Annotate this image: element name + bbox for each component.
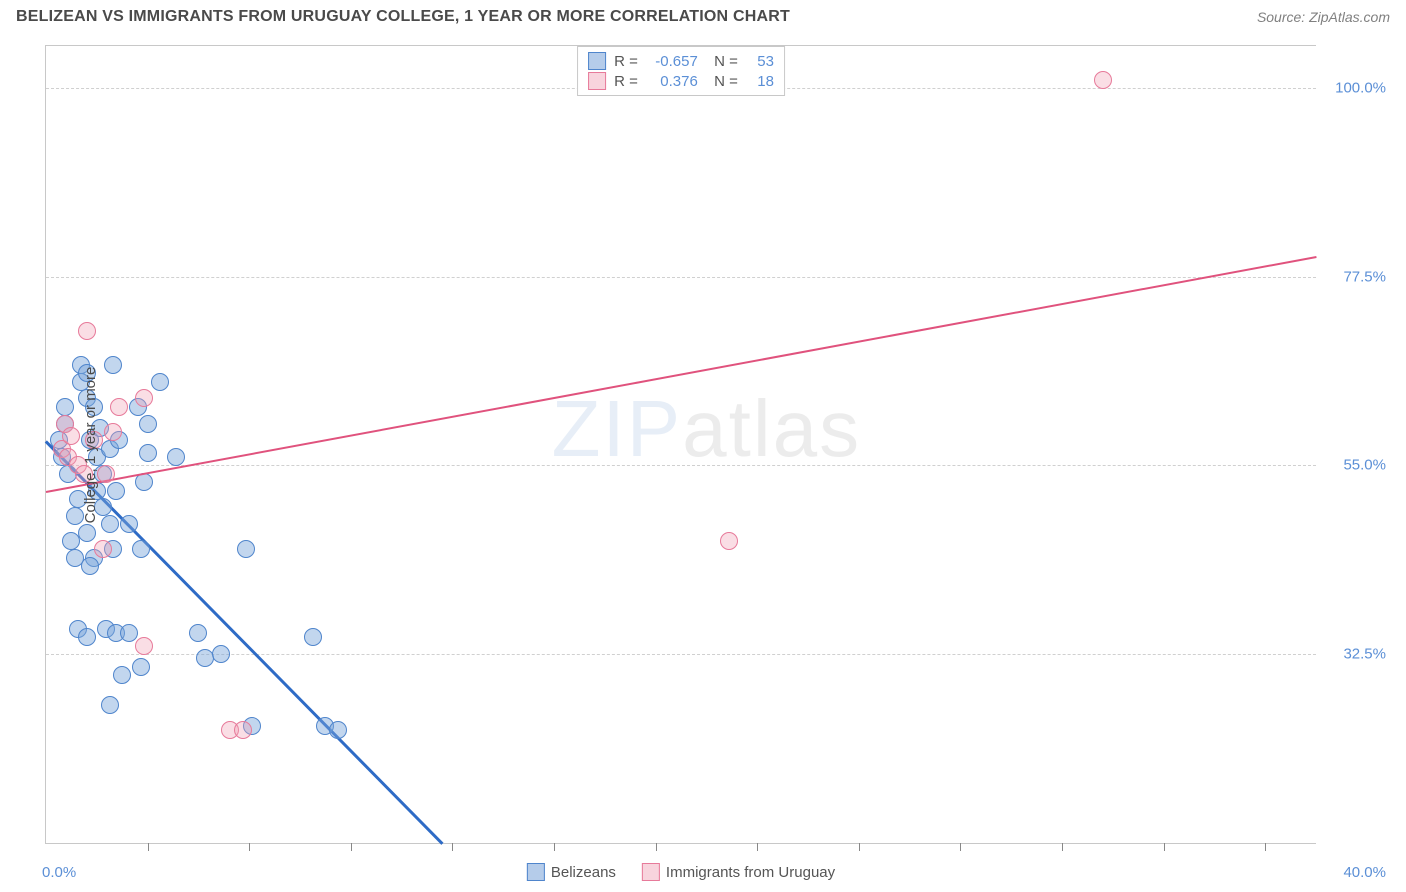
data-point xyxy=(62,427,80,445)
data-point xyxy=(78,322,96,340)
stat-n-value: 53 xyxy=(746,53,774,70)
x-tick xyxy=(148,843,149,851)
chart-source: Source: ZipAtlas.com xyxy=(1257,9,1390,25)
x-axis-min-label: 0.0% xyxy=(42,864,76,881)
data-point xyxy=(237,540,255,558)
gridline xyxy=(46,465,1316,466)
data-point xyxy=(94,540,112,558)
stat-n-value: 18 xyxy=(746,73,774,90)
data-point xyxy=(104,356,122,374)
data-point xyxy=(62,532,80,550)
stat-r-label: R = xyxy=(614,53,638,70)
stat-n-label: N = xyxy=(706,53,738,70)
data-point xyxy=(212,645,230,663)
data-point xyxy=(56,398,74,416)
x-tick xyxy=(554,843,555,851)
data-point xyxy=(304,628,322,646)
data-point xyxy=(132,540,150,558)
stat-r-label: R = xyxy=(614,73,638,90)
data-point xyxy=(104,423,122,441)
data-point xyxy=(81,557,99,575)
data-point xyxy=(78,628,96,646)
data-point xyxy=(189,624,207,642)
watermark-light: atlas xyxy=(682,384,861,473)
x-tick xyxy=(452,843,453,851)
data-point xyxy=(110,398,128,416)
x-tick xyxy=(351,843,352,851)
data-point xyxy=(101,696,119,714)
plot-area: ZIPatlas 32.5%55.0%77.5%100.0% xyxy=(46,46,1316,843)
stat-legend-row: R = -0.657 N = 53 xyxy=(588,51,774,71)
series-legend: Belizeans Immigrants from Uruguay xyxy=(527,863,835,881)
header: BELIZEAN VS IMMIGRANTS FROM URUGUAY COLL… xyxy=(0,0,1406,30)
y-tick-label: 100.0% xyxy=(1326,79,1386,96)
data-point xyxy=(120,515,138,533)
gridline xyxy=(46,277,1316,278)
legend-swatch xyxy=(527,863,545,881)
correlation-legend: R = -0.657 N = 53R = 0.376 N = 18 xyxy=(577,46,785,96)
x-tick xyxy=(1164,843,1165,851)
data-point xyxy=(139,444,157,462)
data-point xyxy=(135,637,153,655)
data-point xyxy=(234,721,252,739)
legend-swatch xyxy=(588,72,606,90)
watermark: ZIPatlas xyxy=(552,383,861,475)
data-point xyxy=(720,532,738,550)
data-point xyxy=(1094,71,1112,89)
data-point xyxy=(107,482,125,500)
legend-swatch xyxy=(642,863,660,881)
x-tick xyxy=(757,843,758,851)
data-point xyxy=(151,373,169,391)
y-tick-label: 55.0% xyxy=(1326,457,1386,474)
data-point xyxy=(167,448,185,466)
y-tick-label: 32.5% xyxy=(1326,646,1386,663)
chart-area: ZIPatlas 32.5%55.0%77.5%100.0% College, … xyxy=(45,45,1316,844)
x-tick xyxy=(1265,843,1266,851)
data-point xyxy=(78,524,96,542)
gridline xyxy=(46,654,1316,655)
legend-label: Belizeans xyxy=(551,864,616,881)
x-tick xyxy=(656,843,657,851)
data-point xyxy=(132,658,150,676)
x-tick xyxy=(960,843,961,851)
chart-title: BELIZEAN VS IMMIGRANTS FROM URUGUAY COLL… xyxy=(16,8,790,26)
stat-r-value: 0.376 xyxy=(646,73,698,90)
data-point xyxy=(120,624,138,642)
stat-r-value: -0.657 xyxy=(646,53,698,70)
legend-swatch xyxy=(588,52,606,70)
data-point xyxy=(329,721,347,739)
data-point xyxy=(113,666,131,684)
data-point xyxy=(139,415,157,433)
y-tick-label: 77.5% xyxy=(1326,268,1386,285)
x-tick xyxy=(859,843,860,851)
x-tick xyxy=(249,843,250,851)
data-point xyxy=(135,389,153,407)
x-tick xyxy=(1062,843,1063,851)
watermark-bold: ZIP xyxy=(552,384,682,473)
data-point xyxy=(97,465,115,483)
trend-line-uruguay xyxy=(46,256,1316,493)
y-axis-title: College, 1 year or more xyxy=(82,366,99,523)
data-point xyxy=(66,507,84,525)
legend-label: Immigrants from Uruguay xyxy=(666,864,835,881)
stat-n-label: N = xyxy=(706,73,738,90)
x-axis-max-label: 40.0% xyxy=(1343,864,1386,881)
data-point xyxy=(101,515,119,533)
stat-legend-row: R = 0.376 N = 18 xyxy=(588,71,774,91)
legend-item: Belizeans xyxy=(527,863,616,881)
legend-item: Immigrants from Uruguay xyxy=(642,863,835,881)
